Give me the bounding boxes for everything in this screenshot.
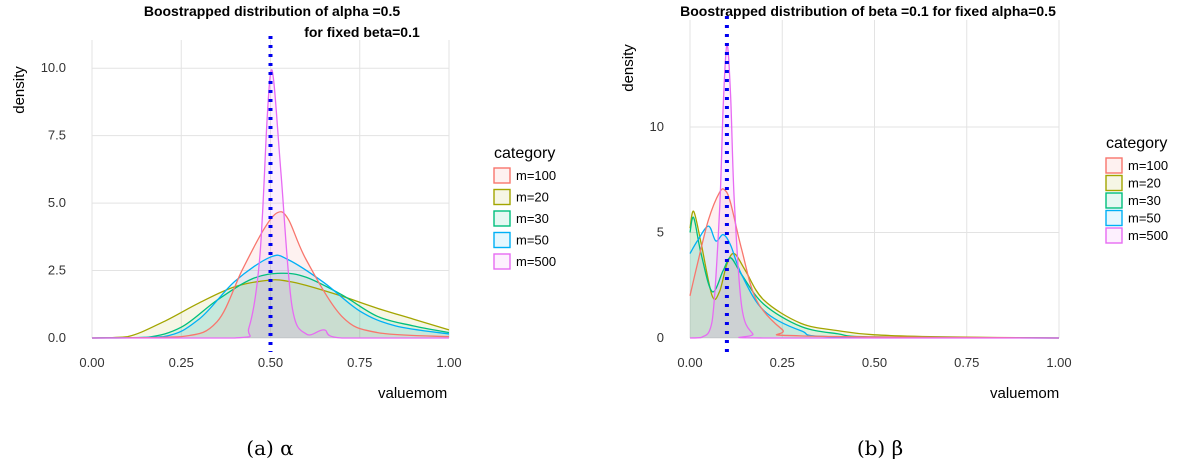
density-area-m-30: [690, 217, 1059, 338]
y-tick-label: 5.0: [48, 195, 66, 210]
density-area-m-20: [690, 211, 1059, 338]
legend-alpha: category m=100 m=20 m=30 m=50 m=500: [493, 145, 556, 270]
density-area-m-500: [92, 69, 449, 338]
legend-key: [1105, 227, 1123, 244]
legend-key: [1105, 192, 1123, 209]
density-lines-alpha: [91, 69, 450, 339]
x-axis-title-alpha: valuemom: [378, 385, 447, 402]
legend-key: [493, 188, 511, 206]
y-tick-label: 7.5: [48, 128, 66, 143]
y-tick-label: 5: [657, 224, 664, 239]
legend-label: m=100: [516, 168, 556, 183]
legend-label: m=50: [1128, 211, 1161, 226]
legend-beta: category m=100 m=20 m=30 m=50 m=500: [1105, 135, 1168, 244]
legend-key: [493, 167, 511, 184]
x-tick-label: 0.75: [954, 355, 979, 370]
panel-alpha: 0.00 0.25 0.50 0.75 1.00 0.0 2.5 5.0 7.5 10.0 Boo…: [11, 3, 556, 460]
chart-subtitle-alpha: for fixed beta=0.1: [304, 24, 420, 40]
legend-key: [1105, 174, 1123, 192]
density-lines-beta: [689, 44, 1060, 339]
chart-title-alpha: Boostrapped distribution of alpha =0.5: [144, 3, 401, 19]
legend-key: [1105, 157, 1123, 174]
x-tick-label: 0.75: [347, 355, 372, 370]
density-line-m-50: [91, 254, 450, 339]
chart-title-beta: Boostrapped distribution of beta =0.1 fo…: [680, 3, 1056, 19]
y-tick-label: 0: [657, 330, 664, 345]
density-line-m-20: [689, 210, 1060, 339]
panel-beta: 0.00 0.25 0.50 0.75 1.00 0 5 10 Boostrapped dis…: [620, 3, 1168, 460]
y-tick-label: 0.0: [48, 330, 66, 345]
x-tick-label: 0.50: [862, 355, 887, 370]
tick-labels-alpha: 0.00 0.25 0.50 0.75 1.00 0.0 2.5 5.0 7.5 10.0: [41, 60, 462, 370]
density-line-m-30: [91, 272, 450, 339]
x-tick-label: 1.00: [1046, 355, 1071, 370]
density-line-m-500: [689, 44, 1059, 339]
x-axis-title-beta: valuemom: [990, 385, 1059, 402]
legend-label: m=50: [516, 233, 549, 248]
legend-title-alpha: category: [494, 145, 555, 162]
legend-label: m=20: [1128, 176, 1161, 191]
legend-label: m=30: [1128, 193, 1161, 208]
y-tick-label: 10: [650, 119, 664, 134]
caption-alpha: (a) α: [246, 436, 293, 460]
legend-label: m=30: [516, 211, 549, 226]
legend-title-beta: category: [1106, 135, 1167, 152]
y-tick-label: 2.5: [48, 263, 66, 278]
y-tick-label: 10.0: [41, 60, 66, 75]
density-area-m-30: [92, 273, 449, 338]
legend-label: m=20: [516, 190, 549, 205]
legend-label: m=100: [1128, 158, 1168, 173]
legend-label: m=500: [516, 254, 556, 269]
y-axis-title-alpha: density: [11, 66, 28, 114]
caption-beta: (b) β: [857, 436, 903, 460]
legend-key: [493, 253, 511, 270]
tick-labels-beta: 0.00 0.25 0.50 0.75 1.00 0 5 10: [650, 119, 1072, 370]
x-tick-label: 0.50: [258, 355, 283, 370]
density-area-m-100: [92, 211, 449, 338]
density-area-m-500: [690, 44, 1059, 339]
density-line-m-500: [91, 69, 449, 339]
density-area-m-50: [690, 226, 1059, 338]
x-tick-label: 0.25: [770, 355, 795, 370]
x-tick-label: 0.00: [79, 355, 104, 370]
legend-key: [493, 210, 511, 227]
x-tick-label: 0.00: [677, 355, 702, 370]
density-line-m-100: [91, 211, 450, 339]
x-tick-label: 1.00: [436, 355, 461, 370]
x-tick-label: 0.25: [169, 355, 194, 370]
density-line-m-20: [91, 279, 450, 339]
legend-key: [1105, 209, 1123, 227]
legend-label: m=500: [1128, 228, 1168, 243]
y-axis-title-beta: density: [620, 44, 637, 92]
density-area-m-50: [92, 255, 449, 338]
legend-key: [493, 231, 511, 249]
